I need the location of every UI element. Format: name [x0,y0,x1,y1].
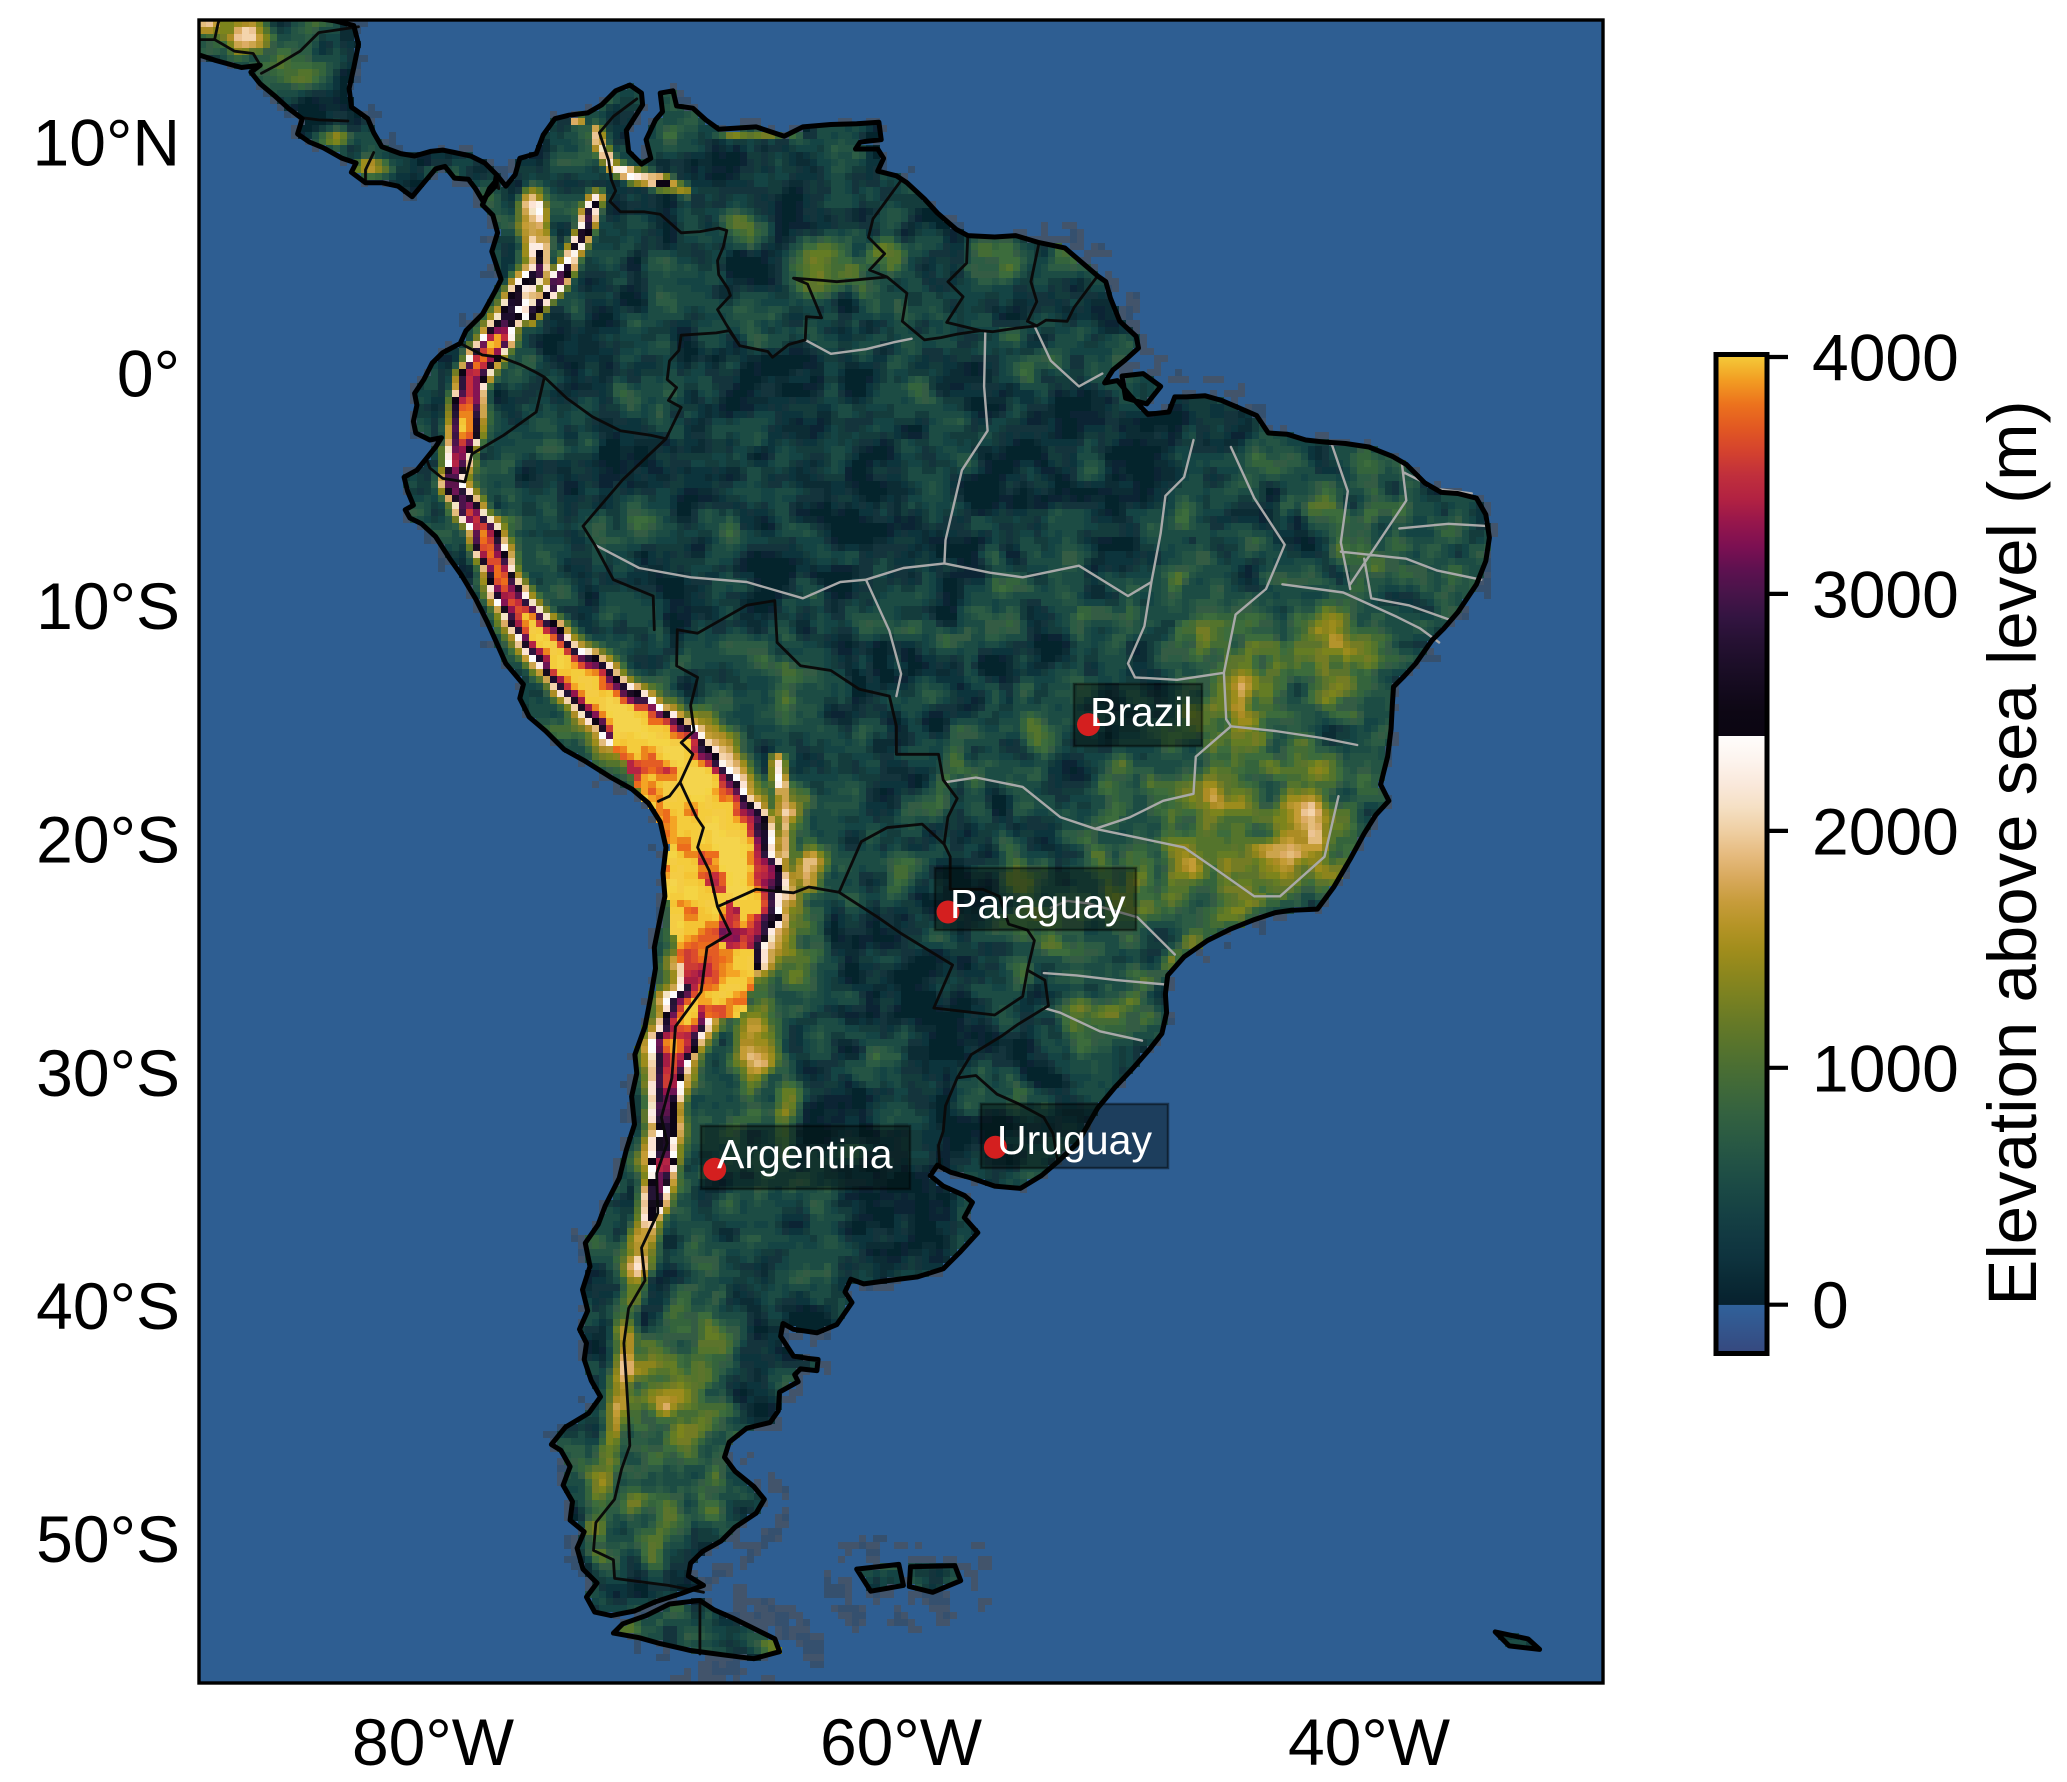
svg-text:3000: 3000 [1812,557,1959,631]
svg-text:Elevation above sea level (m): Elevation above sea level (m) [1974,400,2051,1305]
svg-text:30°S: 30°S [36,1036,180,1110]
svg-text:10°S: 10°S [36,569,180,643]
svg-text:20°S: 20°S [36,803,180,877]
svg-text:Uruguay: Uruguay [997,1117,1152,1163]
svg-text:50°S: 50°S [36,1502,180,1576]
svg-text:Argentina: Argentina [717,1131,893,1177]
svg-text:40°W: 40°W [1288,1705,1451,1779]
svg-text:1000: 1000 [1812,1031,1959,1105]
svg-text:10°N: 10°N [33,106,180,180]
svg-text:2000: 2000 [1812,794,1959,868]
svg-text:0°: 0° [117,337,180,411]
svg-text:Paraguay: Paraguay [950,881,1126,927]
svg-text:80°W: 80°W [352,1705,515,1779]
svg-text:4000: 4000 [1812,321,1959,395]
svg-text:40°S: 40°S [36,1269,180,1343]
svg-text:Brazil: Brazil [1090,689,1193,735]
svg-text:0: 0 [1812,1268,1849,1342]
svg-text:60°W: 60°W [820,1705,983,1779]
